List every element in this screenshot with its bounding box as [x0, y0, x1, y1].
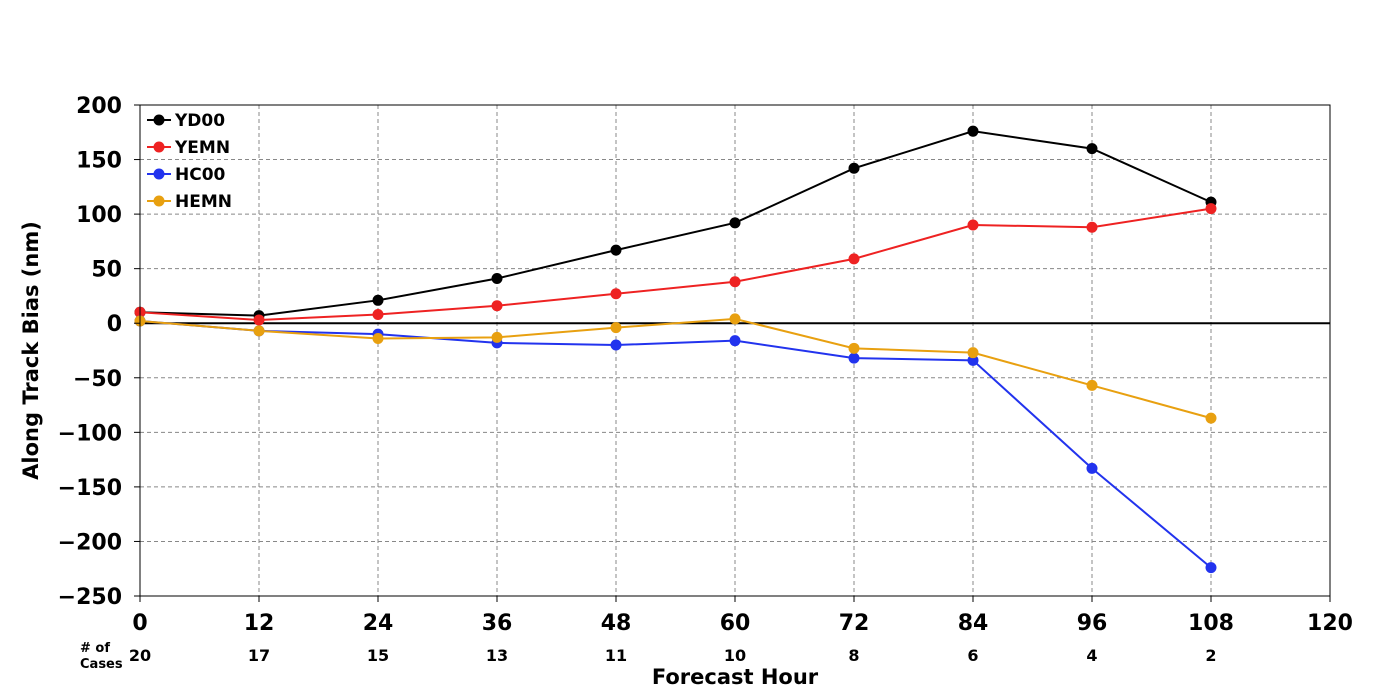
x-axis-label: Forecast Hour: [652, 665, 819, 689]
x-tick-label: 24: [363, 611, 394, 636]
data-point: [372, 294, 384, 306]
data-point: [967, 125, 979, 137]
y-tick-label: −50: [73, 367, 122, 392]
data-point: [967, 354, 979, 366]
data-point: [491, 300, 503, 312]
grid: [140, 105, 1330, 596]
legend-swatch-marker: [153, 141, 165, 153]
data-point: [610, 339, 622, 351]
cases-label-line1: # of: [80, 641, 110, 656]
y-tick-label: −200: [58, 530, 122, 555]
legend-swatch-marker: [153, 168, 165, 180]
data-point: [1086, 462, 1098, 474]
series-line: [139, 130, 1212, 317]
x-tick-label: 120: [1307, 611, 1353, 636]
data-point: [610, 322, 622, 334]
x-tick-label: 36: [482, 611, 513, 636]
legend: YD00 YEMN HC00 HEMN: [147, 111, 232, 212]
data-point: [729, 217, 741, 229]
legend-swatch-marker: [153, 114, 165, 126]
data-point: [1086, 143, 1098, 155]
y-tick-label: 0: [107, 312, 122, 337]
data-point: [491, 331, 503, 343]
x-tick-label: 84: [958, 611, 989, 636]
data-point: [967, 347, 979, 359]
cases-count: 11: [605, 646, 627, 665]
data-point: [491, 272, 503, 284]
y-tick-label: 200: [76, 94, 122, 119]
x-tick-label: 108: [1188, 611, 1234, 636]
data-point: [372, 332, 384, 344]
legend-label: HEMN: [175, 192, 232, 212]
data-point: [848, 342, 860, 354]
y-tick-label: 50: [91, 258, 122, 283]
data-point: [372, 308, 384, 320]
cases-label-line2: Cases: [80, 657, 123, 672]
data-point: [1086, 379, 1098, 391]
x-tick-label: 60: [720, 611, 751, 636]
y-axis-label: Along Track Bias (nm): [19, 221, 43, 480]
series-line: [139, 320, 1212, 569]
cases-row: # of Cases 20 17 15 13 11 10 8 6 4 2: [80, 641, 1217, 672]
cases-count: 6: [967, 646, 978, 665]
y-tick-label: 150: [76, 149, 122, 174]
data-point: [848, 162, 860, 174]
y-tick-label: −150: [58, 476, 122, 501]
y-tick-label: −250: [58, 585, 122, 610]
legend-label: YEMN: [174, 138, 230, 158]
x-tick-label: 96: [1077, 611, 1108, 636]
data-point: [253, 314, 265, 326]
data-point: [848, 352, 860, 364]
data-point: [610, 244, 622, 256]
y-tick-label: 100: [76, 203, 122, 228]
data-point: [729, 335, 741, 347]
data-point: [1086, 221, 1098, 233]
data-point: [253, 325, 265, 337]
cases-count: 15: [367, 646, 389, 665]
x-tick-label: 48: [601, 611, 632, 636]
cases-count: 4: [1086, 646, 1097, 665]
data-point: [729, 313, 741, 325]
x-tick-label: 0: [132, 611, 147, 636]
data-point: [1205, 562, 1217, 574]
cases-count: 10: [724, 646, 746, 665]
legend-swatch-marker: [153, 195, 165, 207]
tick-labels: 0 12 24 36 48 60 72 84 96 108 120 −250 −200 −150 −100 −…: [58, 94, 1353, 636]
data-point: [610, 288, 622, 300]
data-point: [967, 219, 979, 231]
cases-count: 13: [486, 646, 508, 665]
data-point: [1205, 412, 1217, 424]
data-point: [848, 253, 860, 265]
cases-count: 2: [1205, 646, 1216, 665]
data-point: [1205, 203, 1217, 215]
series-layer: [134, 125, 1217, 574]
x-tick-label: 72: [839, 611, 870, 636]
series-line: [139, 317, 1212, 420]
legend-label: HC00: [175, 165, 226, 185]
y-tick-label: −100: [58, 421, 122, 446]
series-line: [139, 207, 1212, 321]
legend-label: YD00: [174, 111, 225, 131]
data-point: [729, 276, 741, 288]
cases-count: 8: [848, 646, 859, 665]
cases-count: 20: [129, 646, 151, 665]
x-tick-label: 12: [244, 611, 275, 636]
cases-count: 17: [248, 646, 270, 665]
